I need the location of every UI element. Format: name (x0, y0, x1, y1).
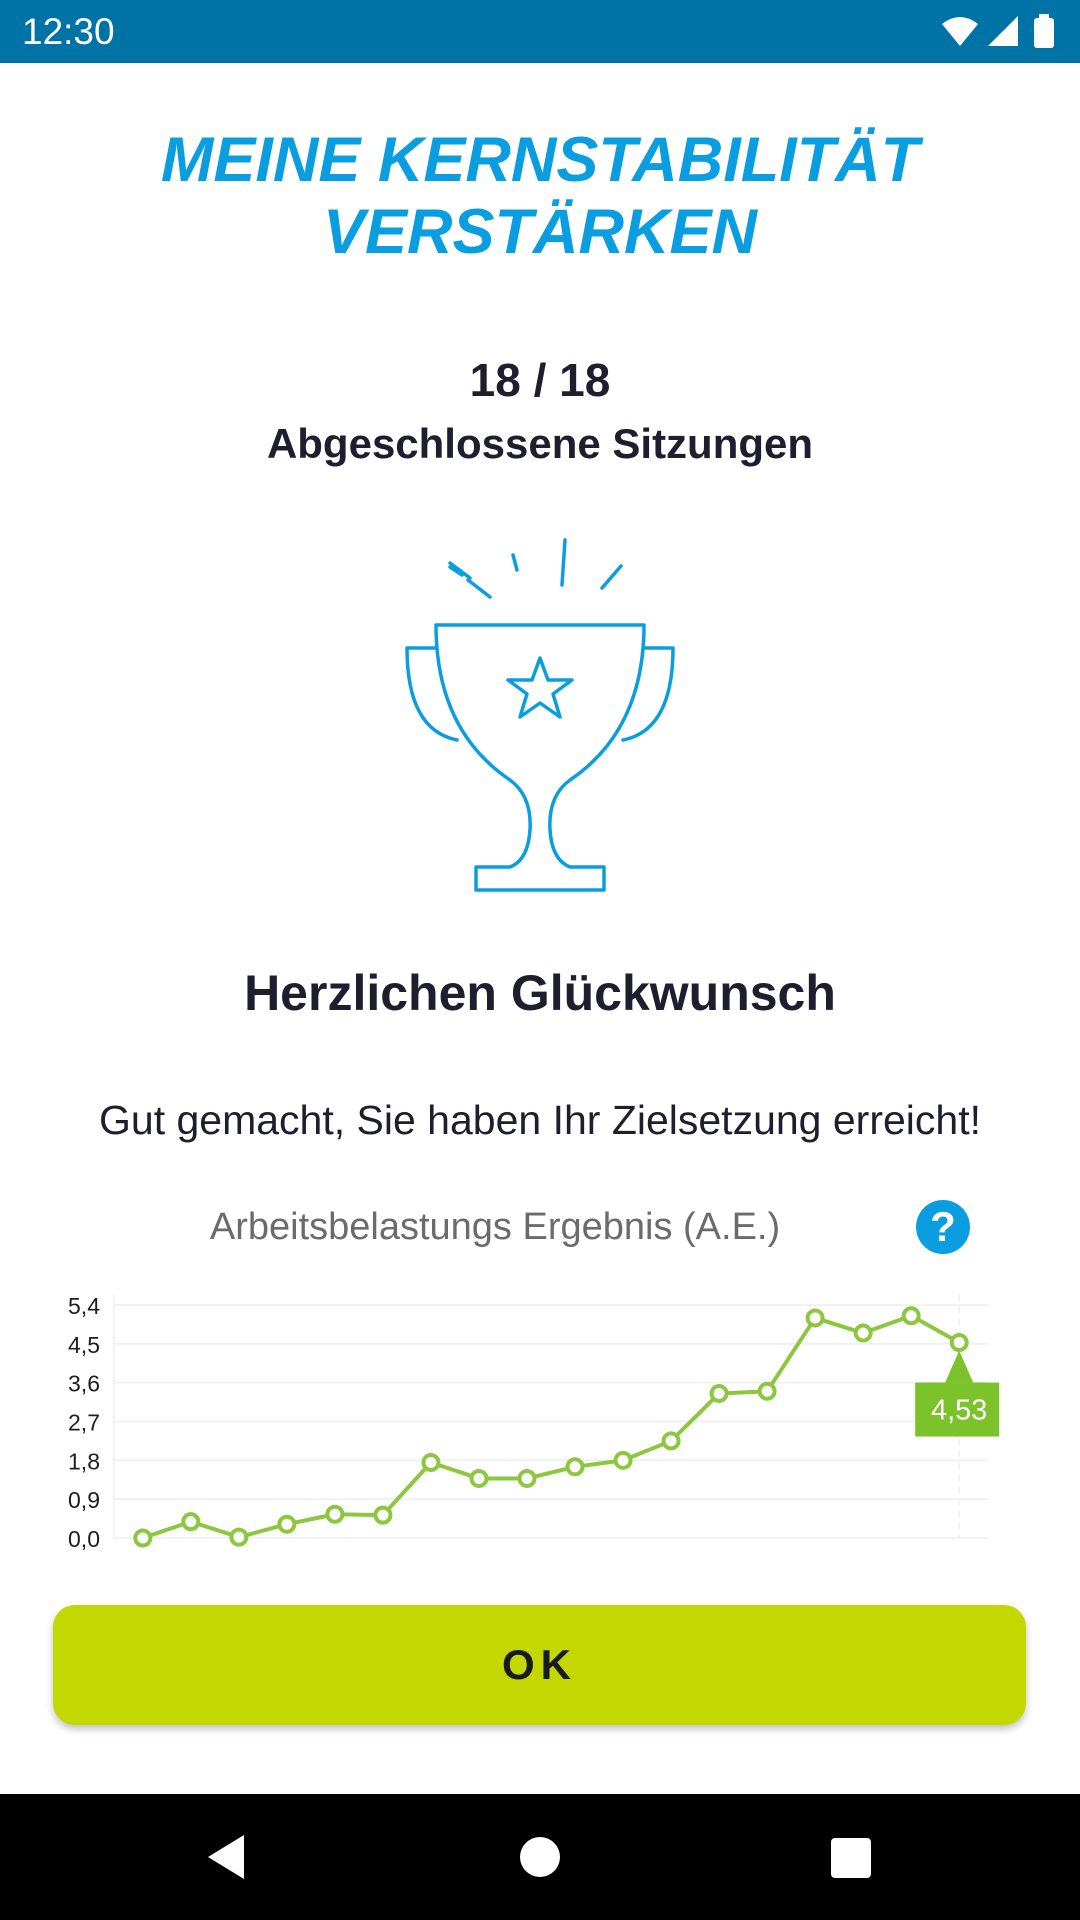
page-title: MEINE KERNSTABILITÄT VERSTÄRKEN (90, 124, 990, 268)
data-point (805, 1308, 825, 1328)
data-point (229, 1527, 249, 1547)
data-point (565, 1457, 585, 1477)
highlight-label-pointer (945, 1350, 974, 1383)
highlight-label-text: 4,53 (931, 1395, 987, 1427)
data-point (373, 1505, 393, 1525)
data-point (421, 1452, 441, 1472)
workload-chart: 0,0 0,9 1,8 2,7 3,6 4,5 5,4 4,53 (40, 1280, 1000, 1570)
y-tick-label: 1,8 (68, 1448, 100, 1474)
navigation-bar (0, 1794, 1080, 1920)
data-point (517, 1468, 537, 1488)
data-point (757, 1381, 777, 1401)
y-tick-label: 0,0 (68, 1526, 100, 1552)
data-point (901, 1306, 921, 1326)
data-point (181, 1512, 201, 1532)
data-point (613, 1450, 633, 1470)
back-icon[interactable] (200, 1827, 260, 1892)
data-point (709, 1383, 729, 1403)
y-tick-label: 3,6 (68, 1371, 100, 1397)
data-point (949, 1333, 969, 1353)
y-tick-label: 4,5 (68, 1332, 100, 1358)
session-count-label: Abgeschlossene Sitzungen (266, 420, 814, 467)
battery-icon (1034, 14, 1054, 48)
wifi-icon (942, 17, 978, 46)
success-message: Gut gemacht, Sie haben Ihr Zielsetzung e… (99, 1097, 981, 1143)
congrats-heading: Herzlichen Glückwunsch (244, 965, 836, 1021)
highlight-label-box (915, 1382, 1000, 1437)
data-point (325, 1504, 345, 1524)
status-time: 12:30 (22, 11, 115, 52)
y-tick-label: 2,7 (68, 1410, 100, 1436)
y-tick-label: 0,9 (68, 1487, 100, 1513)
trophy-icon (390, 530, 690, 895)
y-tick-label: 5,4 (68, 1293, 100, 1319)
session-count: 18 / 18 (469, 354, 611, 406)
help-icon[interactable]: ? (916, 1200, 970, 1254)
signal-icon (988, 16, 1018, 46)
status-icons (940, 14, 1060, 50)
chart-title: Arbeitsbelastungs Ergebnis (A.E.) (209, 1206, 781, 1248)
recents-icon[interactable] (820, 1827, 880, 1892)
data-point (133, 1528, 153, 1548)
data-point (661, 1431, 681, 1451)
page-title-line-2: VERSTÄRKEN (322, 197, 758, 267)
page-title-line-1: MEINE KERNSTABILITÄT (160, 125, 920, 195)
home-icon[interactable] (510, 1827, 570, 1892)
status-bar: 12:30 (0, 0, 1080, 63)
ok-button[interactable]: OK (53, 1605, 1026, 1725)
data-point (277, 1514, 297, 1534)
series-line (142, 1313, 961, 1540)
data-point (853, 1323, 873, 1343)
data-point (469, 1468, 489, 1488)
